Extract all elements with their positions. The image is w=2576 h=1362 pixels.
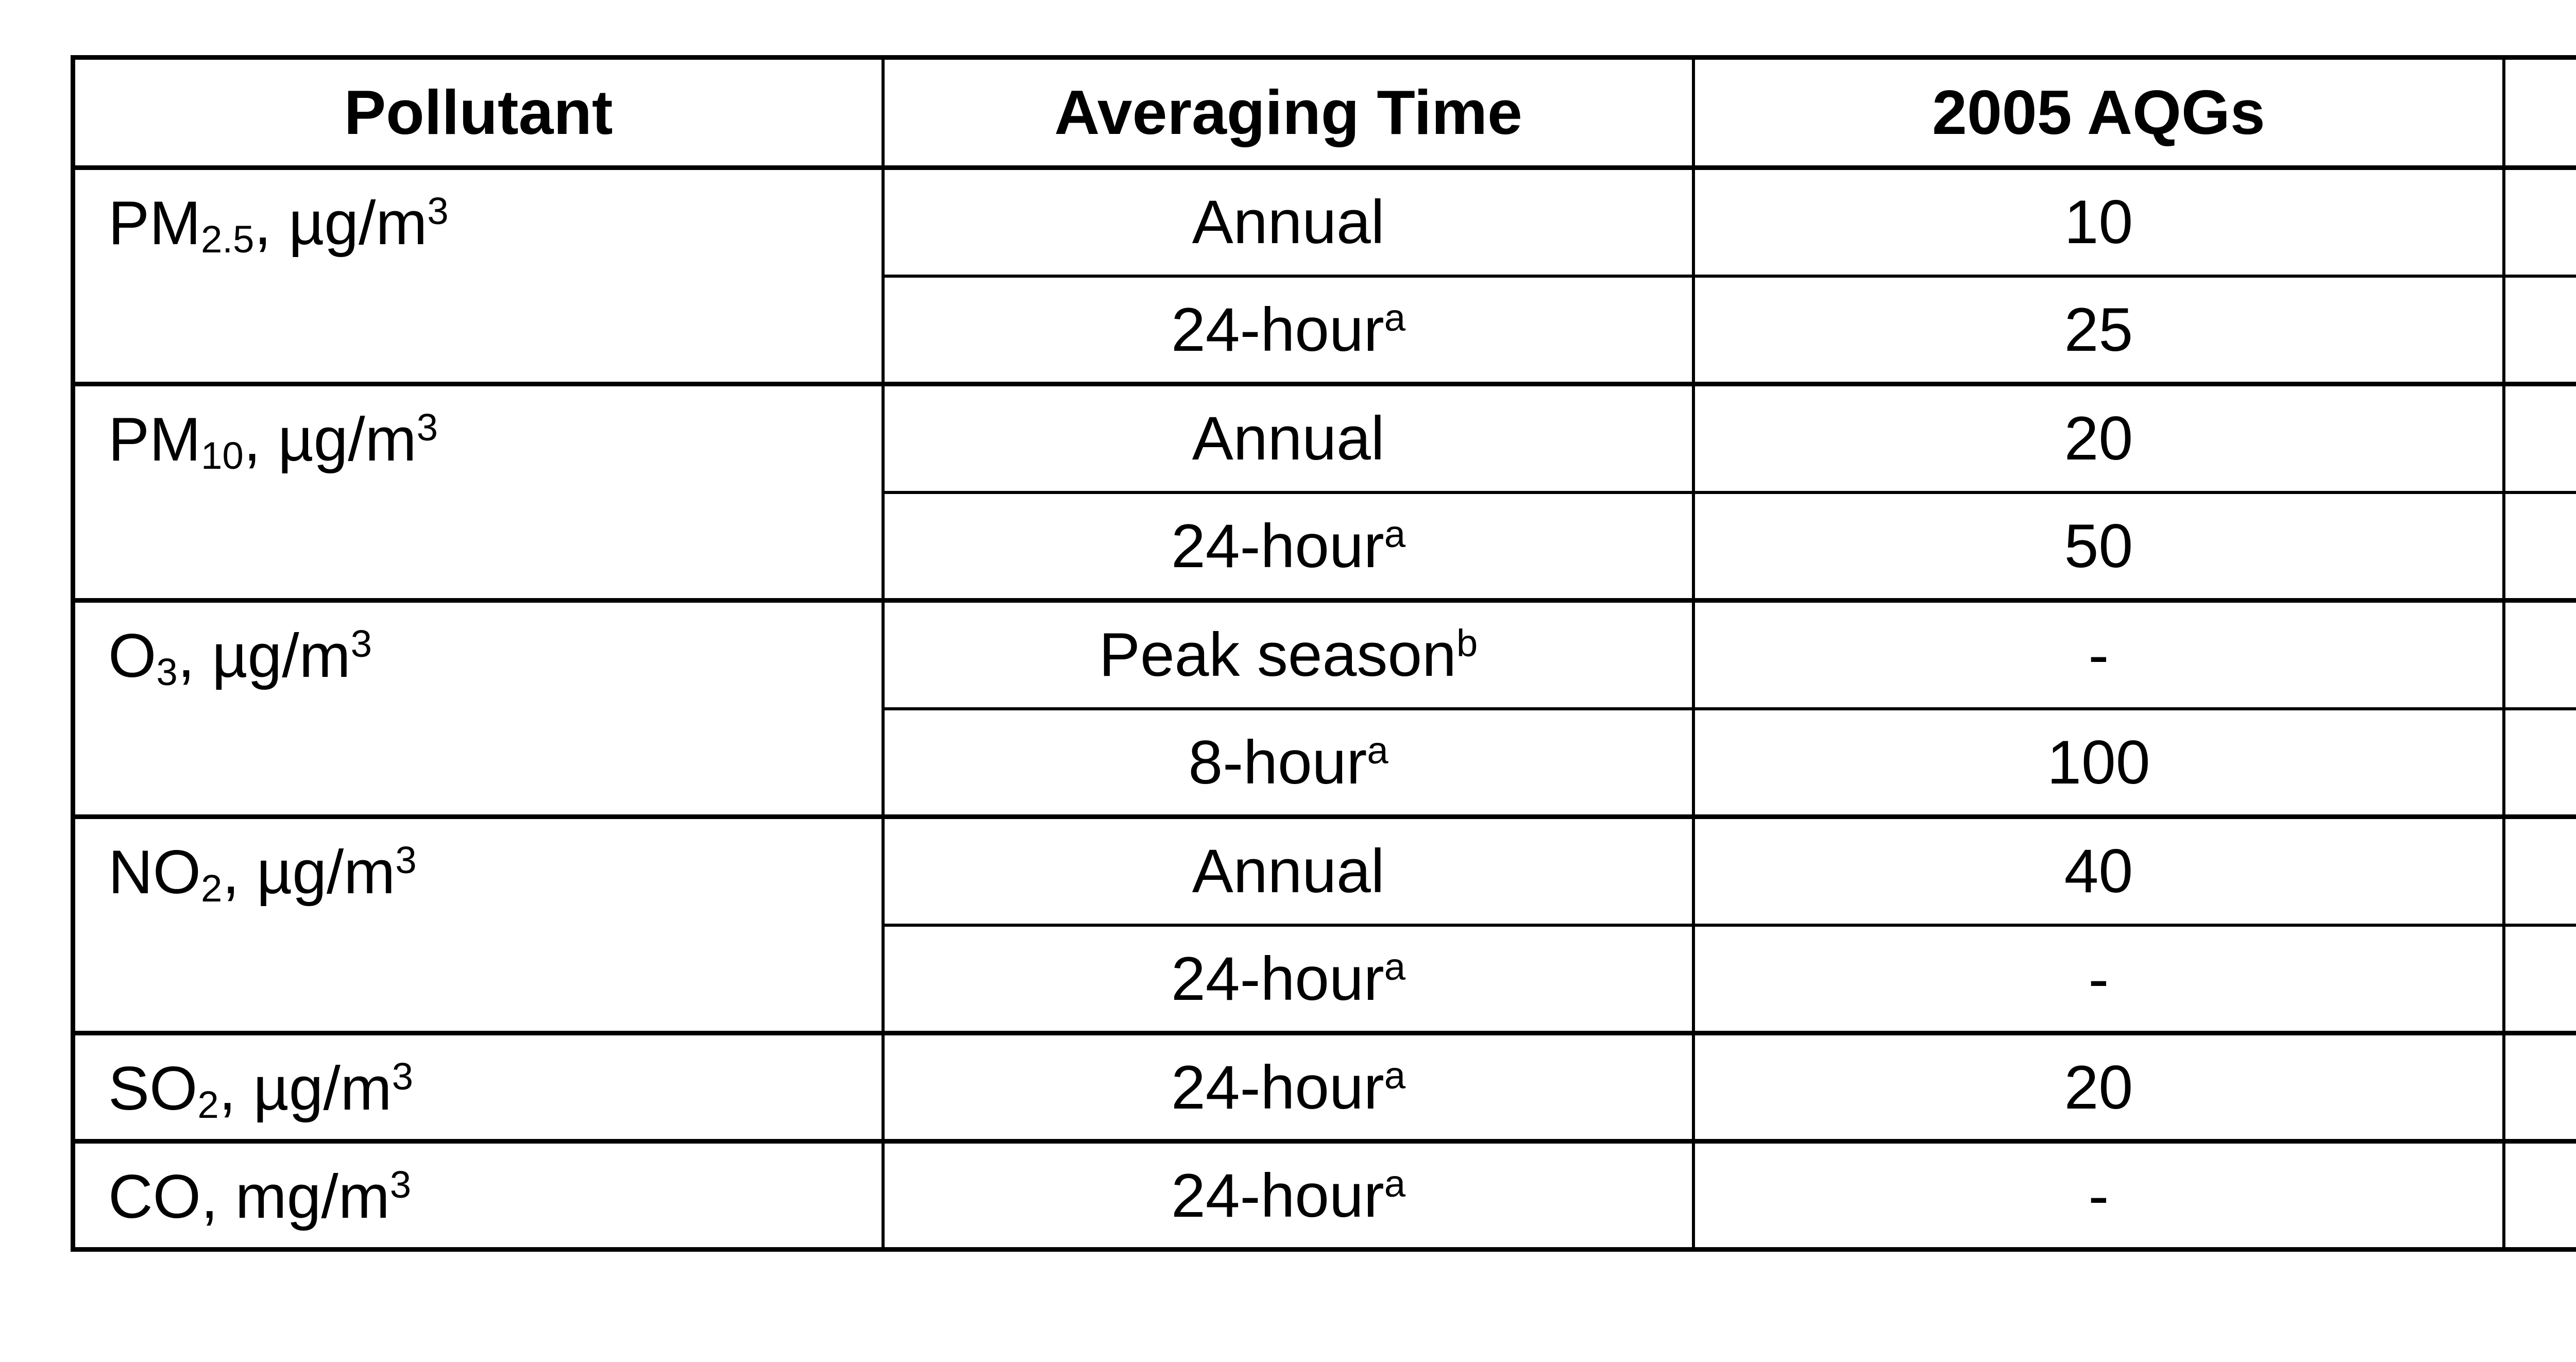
table-row: 8-houra 100 100 [73, 707, 2576, 819]
averaging-time-cell: Annual [882, 815, 1695, 927]
pollutant-unit-exponent: 3 [350, 622, 372, 666]
pollutant-unit-exponent: 3 [416, 406, 438, 449]
aqg-2021-value: 60 [2502, 599, 2576, 710]
averaging-time-label: 24-hour [1171, 295, 1384, 364]
aqg-2021-value: 15 [2502, 274, 2576, 386]
pollutant-unit: , µg/m [222, 838, 396, 907]
pollutant-so2: SO2, µg/m3 [71, 1031, 885, 1144]
averaging-time-label: Annual [1192, 404, 1385, 473]
averaging-time-label: 24-hour [1171, 1161, 1384, 1230]
averaging-time-cell: 24-houra [882, 1031, 1695, 1144]
table-row: 24-houra - 25 [73, 923, 2576, 1035]
pollutant-base: CO [108, 1162, 201, 1231]
aqg-2005-value: 100 [1692, 707, 2505, 819]
footnote-marker: a [1384, 513, 1406, 556]
table-row: CO, mg/m3 24-houra - 4 [71, 1139, 2576, 1252]
pollutant-pm25: PM2.5, µg/m3 [71, 166, 885, 386]
aqg-2005-value: - [1692, 1139, 2505, 1252]
averaging-time-cell: 24-houra [882, 490, 1695, 603]
table-row: 24-houra 25 15 [73, 274, 2576, 386]
footnote-marker: a [1384, 1053, 1406, 1097]
pollutant-unit-exponent: 3 [389, 1163, 412, 1206]
averaging-time-cell: 24-houra [882, 274, 1695, 386]
pollutant-unit: , µg/m [243, 405, 417, 474]
aqg-2021-value: 25 [2502, 923, 2576, 1035]
pollutant-subscript: 10 [201, 434, 244, 478]
averaging-time-label: 24-hour [1171, 511, 1384, 581]
aqg-2005-value: 50 [1692, 490, 2505, 603]
pollutant-unit: , mg/m [201, 1162, 390, 1231]
pollutant-unit-exponent: 3 [395, 839, 417, 882]
aqg-2021-value: 4 [2502, 1139, 2576, 1252]
pollutant-unit-exponent: 3 [427, 190, 449, 233]
averaging-time-cell: Peak seasonb [882, 599, 1695, 710]
aqg-2021-value: 100 [2502, 707, 2576, 819]
pollutant-o3: O3, µg/m3 [71, 599, 885, 819]
averaging-time-cell: Annual [882, 382, 1695, 494]
table-row: NO2, µg/m3 Annual 40 10 [71, 815, 2576, 1035]
aqg-2005-value: 10 [1692, 166, 2505, 278]
header-row: Pollutant Averaging Time 2005 AQGs 2021 … [71, 55, 2576, 170]
pollutant-base: NO [108, 838, 201, 907]
pollutant-unit-exponent: 3 [392, 1055, 413, 1098]
pollutant-base: O [108, 621, 157, 690]
aqg-2021-value: 45 [2502, 490, 2576, 603]
footnote-marker: a [1384, 296, 1406, 339]
averaging-time-label: Annual [1192, 188, 1385, 257]
averaging-time-cell: Annual [882, 166, 1695, 278]
aqg-2005-value: - [1692, 599, 2505, 710]
pollutant-base: PM [108, 189, 201, 258]
pollutant-subscript: 3 [156, 651, 178, 694]
averaging-time-label: 24-hour [1171, 1052, 1384, 1122]
averaging-time-label: 24-hour [1171, 944, 1384, 1013]
footnote-marker: a [1384, 1162, 1406, 1205]
table-row: PM2.5, µg/m3 Annual 10 5 [71, 166, 2576, 386]
col-header-pollutant: Pollutant [71, 55, 885, 170]
averaging-time-cell: 24-houra [882, 923, 1695, 1035]
averaging-time-label: Peak season [1099, 620, 1456, 690]
pollutant-co: CO, mg/m3 [71, 1139, 885, 1252]
table-row: PM10, µg/m3 Annual 20 15 [71, 382, 2576, 603]
aqg-2021-value: 40 [2502, 1031, 2576, 1144]
aqg-2005-value: 40 [1692, 815, 2505, 927]
aqg-2005-value: 20 [1692, 1031, 2505, 1144]
pollutant-subscript: 2 [197, 1083, 219, 1127]
footnote-marker: a [1384, 945, 1406, 989]
pollutant-base: SO [108, 1054, 198, 1123]
col-header-2021-aqgs: 2021 AQGs [2502, 55, 2576, 170]
footnote-marker: b [1456, 621, 1478, 665]
averaging-time-cell: 8-houra [882, 707, 1695, 819]
pollutant-no2: NO2, µg/m3 [71, 815, 885, 1035]
averaging-time-cell: 24-houra [882, 1139, 1695, 1252]
col-header-2005-aqgs: 2005 AQGs [1692, 55, 2505, 170]
pollutant-base: PM [108, 405, 201, 474]
table-row: O3, µg/m3 Peak seasonb - 60 [71, 599, 2576, 819]
aqg-2005-value: 20 [1692, 382, 2505, 494]
pollutant-pm10: PM10, µg/m3 [71, 382, 885, 603]
aqg-table: Pollutant Averaging Time 2005 AQGs 2021 … [71, 55, 2576, 1252]
pollutant-unit: , µg/m [218, 1054, 392, 1123]
pollutant-unit: , µg/m [254, 189, 428, 258]
pollutant-subscript: 2 [201, 867, 223, 910]
averaging-time-label: 8-hour [1188, 727, 1367, 797]
aqg-2005-value: 25 [1692, 274, 2505, 386]
aqg-2021-value: 5 [2502, 166, 2576, 278]
col-header-averaging-time: Averaging Time [882, 55, 1695, 170]
pollutant-subscript: 2.5 [201, 218, 255, 261]
table-row: SO2, µg/m3 24-houra 20 40 [71, 1031, 2576, 1144]
aqg-2021-value: 10 [2502, 815, 2576, 927]
aqg-2021-value: 15 [2502, 382, 2576, 494]
aqg-2005-value: - [1692, 923, 2505, 1035]
pollutant-unit: , µg/m [177, 621, 351, 690]
averaging-time-label: Annual [1192, 837, 1385, 906]
footnote-marker: a [1367, 729, 1388, 772]
table-row: 24-houra 50 45 [73, 490, 2576, 603]
